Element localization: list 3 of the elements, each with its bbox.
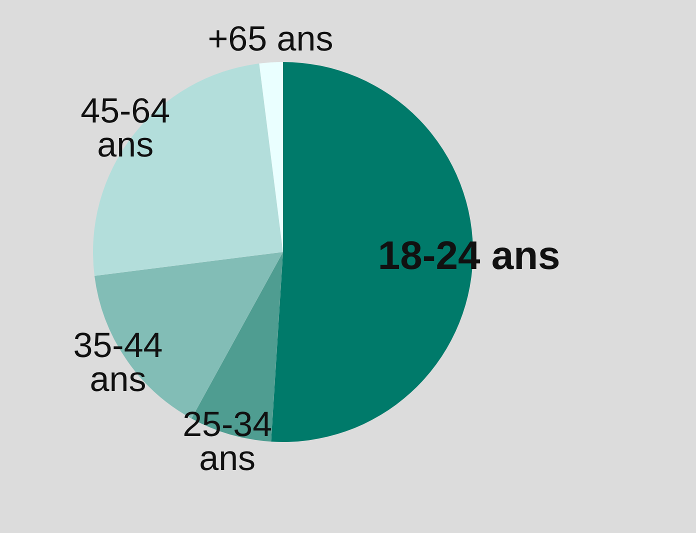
slice-label: 45-64 ans (80, 91, 170, 164)
slice-label: +65 ans (208, 20, 334, 59)
slice-label: 35-44 ans (73, 326, 163, 399)
